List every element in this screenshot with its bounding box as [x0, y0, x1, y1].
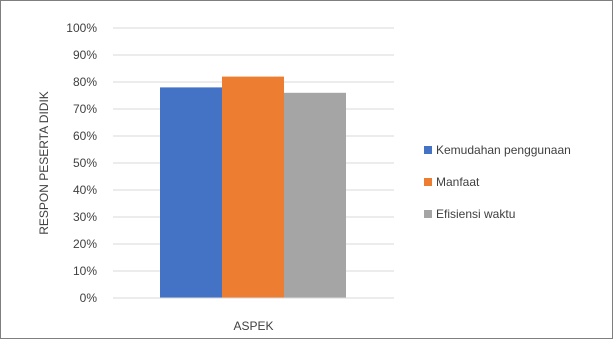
y-tick-label: 70%	[73, 102, 97, 116]
bar-kemudahan-penggunaan	[160, 87, 222, 299]
y-tick-label: 100%	[66, 21, 97, 35]
x-axis-title: ASPEK	[233, 319, 273, 333]
legend-label: Kemudahan penggunaan	[436, 143, 571, 157]
y-tick-label: 40%	[73, 183, 97, 197]
bar-manfaat	[222, 76, 284, 298]
legend-swatch	[424, 210, 432, 218]
y-tick-label: 20%	[73, 237, 97, 251]
y-tick-label: 90%	[73, 48, 97, 62]
y-tick-label: 60%	[73, 129, 97, 143]
bars	[160, 76, 346, 299]
legend-swatch	[424, 178, 432, 186]
y-tick-label: 10%	[73, 264, 97, 278]
legend: Kemudahan penggunaan Manfaat Efisiensi wak…	[424, 143, 571, 221]
y-tick-label: 0%	[80, 291, 98, 305]
y-tick-label: 50%	[73, 156, 97, 170]
y-tick-label: 80%	[73, 75, 97, 89]
bar-efisiensi-waktu	[284, 92, 346, 298]
y-axis-ticks: 0% 10% 20% 30% 40% 50% 60% 70% 80% 90% 100%	[66, 21, 97, 305]
y-axis-title: RESPON PESERTA DIDIK	[37, 91, 51, 235]
legend-swatch	[424, 146, 432, 154]
legend-label: Manfaat	[436, 175, 480, 189]
legend-label: Efisiensi waktu	[436, 207, 515, 221]
y-tick-label: 30%	[73, 210, 97, 224]
